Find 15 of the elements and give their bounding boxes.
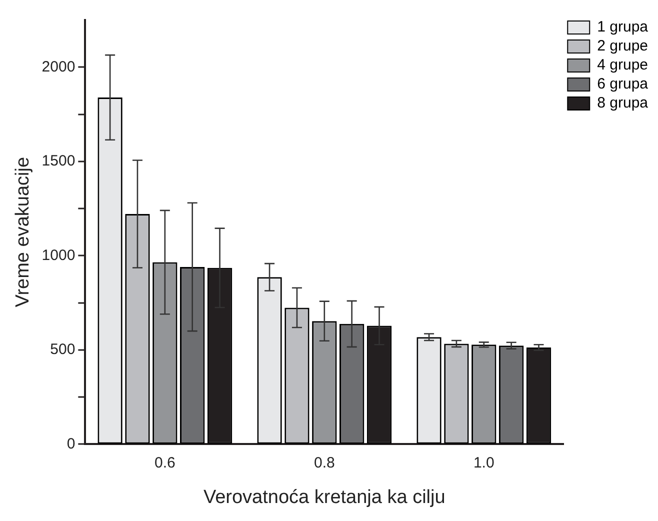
legend-label: 4 grupe (597, 56, 648, 74)
legend-label: 6 grupa (597, 76, 649, 93)
y-tick-label: 1000 (42, 246, 76, 264)
x-tick-label: 0.8 (314, 454, 335, 472)
y-tick-label: 500 (50, 341, 76, 358)
y-tick-label: 1500 (42, 152, 76, 170)
x-tick-label: 0.6 (154, 454, 176, 472)
y-tick-label: 0 (66, 435, 76, 452)
x-tick-label: 1.0 (473, 454, 494, 472)
legend-label: 2 grupe (597, 38, 648, 55)
legend-label: 8 grupa (597, 94, 649, 112)
legend-label: 1 grupa (597, 18, 649, 36)
y-axis-title: Vreme evakuacije (12, 156, 34, 308)
x-axis-title: Verovatnoća kretanja ka cilju (203, 486, 446, 508)
y-tick-label: 2000 (42, 58, 76, 76)
